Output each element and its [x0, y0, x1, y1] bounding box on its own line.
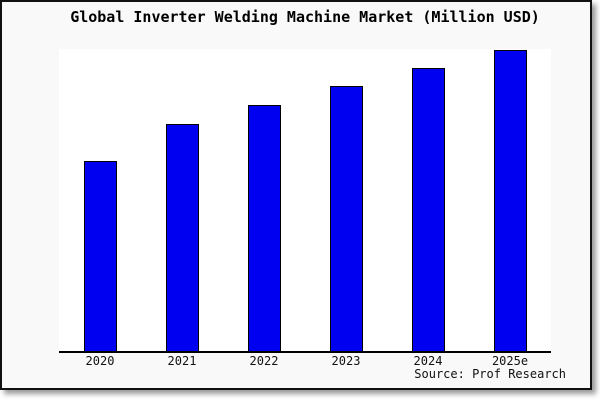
bar-2021: [165, 124, 199, 351]
chart-frame: Global Inverter Welding Machine Market (…: [0, 0, 592, 390]
bar-cell-2020: [59, 49, 141, 351]
x-tick-label-2024: 2024: [413, 354, 443, 368]
x-tick-label-2021: 2021: [167, 354, 197, 368]
bar-2022: [247, 105, 281, 351]
bar-series: [59, 49, 551, 351]
bar-2025e: [493, 50, 527, 351]
bar-cell-2023: [305, 49, 387, 351]
x-tick-label-2025e: 2025e: [491, 354, 529, 368]
source-credit: Source: Prof Research: [414, 367, 566, 381]
bar-cell-2021: [141, 49, 223, 351]
bar-cell-2022: [223, 49, 305, 351]
x-tick-label-2023: 2023: [331, 354, 361, 368]
bar-cell-2024: [387, 49, 469, 351]
x-tick-label-2020: 2020: [85, 354, 115, 368]
bar-cell-2025e: [469, 49, 551, 351]
bar-2024: [411, 68, 445, 351]
x-tick-label-2022: 2022: [249, 354, 279, 368]
plot-area: [59, 49, 551, 353]
bar-2023: [329, 86, 363, 351]
x-axis-tick-labels: 2020 2021 2022 2023 2024 2025e: [59, 354, 551, 368]
bar-2020: [83, 161, 117, 351]
chart-title: Global Inverter Welding Machine Market (…: [70, 8, 540, 26]
